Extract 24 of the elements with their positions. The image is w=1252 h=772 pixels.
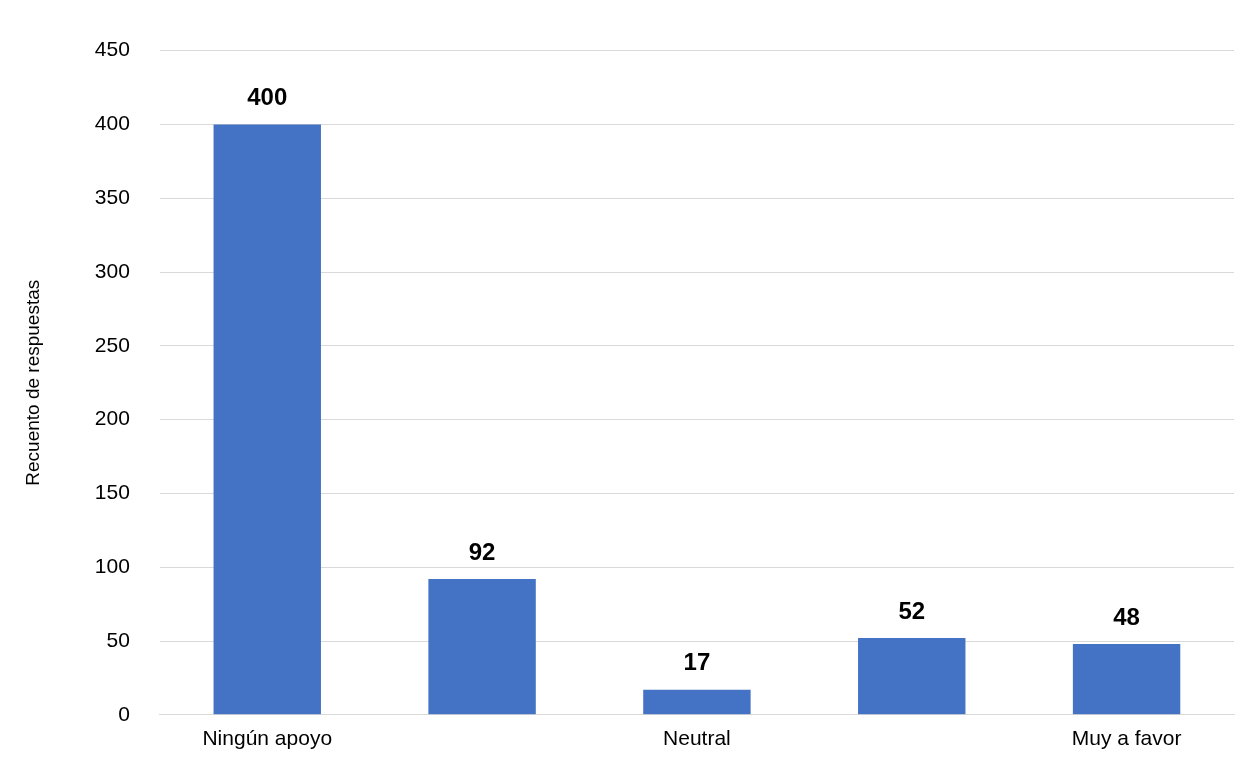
y-tick-label: 100 [94,554,130,577]
y-tick-label: 0 [118,701,130,725]
bar [428,579,536,715]
bar [858,638,966,715]
data-label: 400 [247,83,288,111]
y-tick-label: 450 [94,37,130,61]
data-label: 92 [468,537,496,565]
y-tick-label: 300 [94,258,130,282]
data-label: 17 [683,648,711,676]
data-label: 52 [898,596,926,624]
y-tick-label: 150 [94,480,130,504]
bar [213,124,321,715]
y-tick-label: 350 [94,185,130,208]
y-tick-label: 400 [94,111,130,135]
x-tick-label: Muy a favor [1071,726,1182,750]
y-tick-label: 200 [94,406,130,430]
y-axis-title: Recuento de respuestas [21,279,43,486]
x-tick-label: Neutral [663,726,731,750]
y-tick-label: 250 [94,332,130,356]
bar [1072,643,1181,715]
y-tick-label: 50 [106,627,130,651]
x-tick-label: Ningún apoyo [202,726,333,750]
data-label: 48 [1113,602,1140,630]
bar [643,689,751,715]
